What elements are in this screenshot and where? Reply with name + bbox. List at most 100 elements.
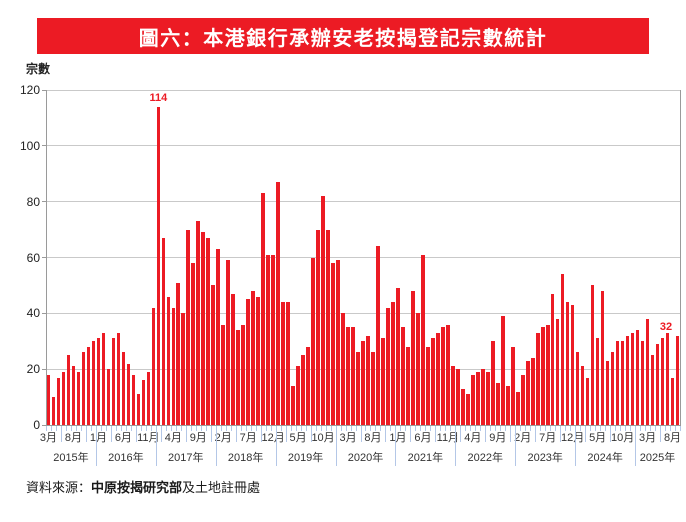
bar xyxy=(221,324,226,425)
bar-value-label: 114 xyxy=(149,91,168,104)
bar xyxy=(91,341,96,425)
category-tick xyxy=(175,426,177,431)
category-tick xyxy=(470,426,472,431)
bar xyxy=(645,318,650,425)
category-tick xyxy=(55,426,57,431)
bar xyxy=(630,332,635,425)
bar xyxy=(271,254,275,425)
bar xyxy=(525,360,530,425)
category-tick xyxy=(645,426,647,431)
bar xyxy=(276,182,280,425)
category-tick xyxy=(105,426,107,431)
x-year-label: 2015年 xyxy=(53,452,89,464)
x-month-label: 7月 xyxy=(539,432,557,444)
bar xyxy=(331,263,335,425)
bar xyxy=(640,341,645,425)
bar xyxy=(301,355,305,425)
month-boundary-tick xyxy=(135,426,137,442)
bar xyxy=(495,383,500,425)
bar xyxy=(550,293,555,425)
gridline xyxy=(46,145,680,147)
category-tick xyxy=(150,426,152,431)
x-month-label: 10月 xyxy=(610,432,635,444)
x-month-label: 8月 xyxy=(64,432,83,444)
bar xyxy=(650,355,655,425)
bar xyxy=(500,316,505,425)
category-tick xyxy=(405,426,407,431)
y-tick-label: 100 xyxy=(19,138,40,153)
bar xyxy=(236,330,240,425)
x-month-label: 5月 xyxy=(289,432,307,444)
bar xyxy=(281,302,285,425)
month-boundary-tick xyxy=(585,426,587,442)
category-tick xyxy=(145,426,147,431)
category-tick xyxy=(570,426,572,431)
bar xyxy=(381,338,385,425)
x-month-label: 11月 xyxy=(436,432,460,444)
category-tick xyxy=(115,426,117,431)
bar xyxy=(116,332,121,425)
bar xyxy=(336,260,340,425)
bar xyxy=(655,344,660,425)
x-year-label: 2019年 xyxy=(287,452,324,464)
bar xyxy=(246,299,250,425)
category-tick xyxy=(265,426,267,431)
bar xyxy=(515,391,520,425)
bar xyxy=(490,341,495,425)
gridline xyxy=(46,89,680,91)
category-tick xyxy=(620,426,622,431)
category-tick xyxy=(170,426,172,431)
y-tick-mark xyxy=(42,312,46,314)
x-year-label: 2025年 xyxy=(639,452,676,464)
x-month-label: 10月 xyxy=(311,432,335,444)
bar xyxy=(206,237,211,425)
category-tick xyxy=(445,426,447,431)
category-tick xyxy=(595,426,597,431)
category-tick xyxy=(46,426,47,431)
category-tick xyxy=(675,426,676,431)
category-tick xyxy=(225,426,227,431)
category-tick xyxy=(340,426,342,431)
x-month-label: 12月 xyxy=(561,432,585,444)
bar xyxy=(251,291,255,425)
bar xyxy=(166,296,171,425)
month-boundary-tick xyxy=(235,426,237,442)
category-tick xyxy=(450,426,452,431)
bar xyxy=(635,330,640,425)
bar xyxy=(560,274,565,425)
bar xyxy=(266,254,270,425)
month-boundary-tick xyxy=(185,426,187,442)
category-tick xyxy=(220,426,222,431)
x-month-label: 4月 xyxy=(164,432,182,444)
bar xyxy=(56,377,61,425)
bar xyxy=(141,380,146,425)
gridline xyxy=(46,201,680,203)
x-year-label: 2024年 xyxy=(587,452,623,464)
bar xyxy=(311,257,315,425)
bar xyxy=(226,260,230,425)
category-tick xyxy=(625,426,627,431)
x-month-label: 4月 xyxy=(464,432,482,444)
bar xyxy=(416,313,420,425)
bar xyxy=(456,369,460,425)
category-tick xyxy=(380,426,382,431)
month-boundary-tick xyxy=(160,426,162,442)
x-year-label: 2021年 xyxy=(407,452,444,464)
category-tick xyxy=(565,426,567,431)
category-tick xyxy=(325,426,327,431)
bar xyxy=(585,377,590,425)
year-boundary-tick xyxy=(335,426,337,466)
bar xyxy=(530,358,535,425)
bar xyxy=(51,397,56,425)
category-tick xyxy=(120,426,122,431)
category-tick xyxy=(555,426,557,431)
bar xyxy=(81,352,86,425)
category-tick xyxy=(655,426,657,431)
month-boundary-tick xyxy=(510,426,512,442)
y-tick-mark xyxy=(42,424,46,426)
month-boundary-tick xyxy=(435,426,437,442)
source-suffix: 及土地註冊處 xyxy=(182,480,261,495)
bar xyxy=(306,346,310,425)
